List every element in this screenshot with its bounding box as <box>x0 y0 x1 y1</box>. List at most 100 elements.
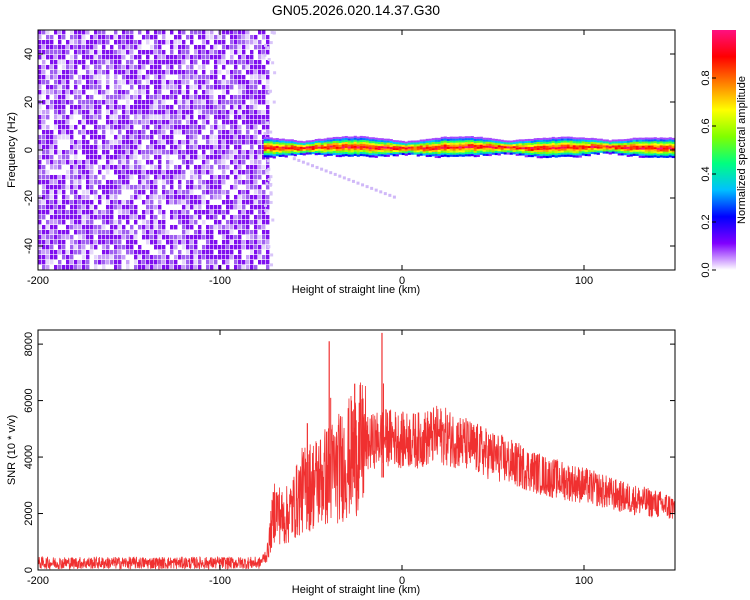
spectrogram-cell <box>518 141 522 144</box>
spectrogram-cell <box>368 143 372 146</box>
spectrogram-cell <box>170 195 174 200</box>
spectrogram-cell <box>551 152 555 156</box>
spectrogram-cell <box>54 220 58 225</box>
spectrogram-cell <box>246 60 250 65</box>
spectrogram-cell <box>134 190 138 195</box>
spectrogram-cell <box>371 139 375 142</box>
spectrogram-cell <box>242 30 246 35</box>
spectrogram-cell <box>234 130 238 135</box>
spectrogram-cell <box>246 120 250 125</box>
spectrogram-cell <box>162 55 166 60</box>
spectrogram-cell <box>74 165 78 170</box>
spectrogram-cell <box>46 135 50 140</box>
spectrogram-cell <box>488 139 492 143</box>
spectrogram-cell <box>82 225 86 230</box>
spectrogram-cell <box>46 95 50 100</box>
spectrogram-cell <box>584 147 588 151</box>
spectrogram-cell <box>126 245 130 250</box>
spectrogram-cell <box>186 195 190 200</box>
spectrogram-cell <box>110 145 114 150</box>
spectrogram-cell <box>635 137 639 140</box>
spectrogram-cell <box>46 205 50 210</box>
spectrogram-cell <box>374 149 378 152</box>
spectrogram-cell <box>194 45 198 50</box>
spectrogram-cell <box>62 100 66 105</box>
spectrogram-cell <box>641 137 645 140</box>
spectrogram-cell <box>186 130 190 135</box>
spectrogram-cell <box>194 30 198 35</box>
spectrogram-cell <box>214 45 218 50</box>
spectrogram-cell <box>122 170 126 175</box>
spectrogram-cell <box>503 144 507 147</box>
spectrogram-cell <box>186 215 190 220</box>
spectrogram-cell <box>182 125 186 130</box>
spectrogram-cell <box>74 240 78 245</box>
spectrogram-cell <box>170 245 174 250</box>
spectrogram-cell <box>551 148 555 152</box>
spectrogram-cell <box>653 149 657 152</box>
spectrogram-cell <box>542 153 546 156</box>
spectrogram-cell <box>86 265 90 270</box>
spectrogram-cell <box>202 155 206 160</box>
spectrogram-cell <box>94 110 98 115</box>
spectrogram-cell <box>246 210 250 215</box>
spectrogram-cell <box>130 45 134 50</box>
spectrogram-cell <box>347 140 351 143</box>
spectrogram-cell <box>566 136 570 139</box>
spectrogram-cell <box>146 70 150 75</box>
spectrogram-cell <box>246 115 250 120</box>
spectrogram-cell <box>70 75 74 80</box>
spectrogram-cell <box>545 153 549 157</box>
spectrogram-cell <box>50 135 54 140</box>
spectrogram-cell <box>182 155 186 160</box>
spectrogram-cell <box>178 195 182 200</box>
spectrogram-cell <box>50 260 54 265</box>
spectrogram-cell <box>238 170 242 175</box>
spectrogram-cell <box>74 90 78 95</box>
spectrogram-cell <box>86 115 90 120</box>
spectrogram-cell <box>500 145 504 148</box>
spectrogram-cell <box>106 195 110 200</box>
spectrogram-cell <box>98 255 102 260</box>
spectrogram-cell <box>50 100 54 105</box>
spectrogram-cell <box>46 105 50 110</box>
spectrogram-cell <box>581 153 585 156</box>
spectrogram-cell <box>106 35 110 40</box>
spectrogram-cell <box>106 80 110 85</box>
spectrogram-cell <box>194 60 198 65</box>
spectrogram-cell <box>380 142 384 145</box>
spectrogram-cell <box>479 150 483 153</box>
spectrogram-cell <box>262 115 266 120</box>
spectrogram-cell <box>178 40 182 45</box>
spectrogram-cell <box>198 265 202 270</box>
spectrogram-cell <box>326 151 330 154</box>
spectrogram-cell <box>238 145 242 150</box>
spectrogram-cell <box>365 148 369 151</box>
spectrogram-cell <box>54 235 58 240</box>
spectrogram-cell <box>110 250 114 255</box>
spectrogram-cell <box>359 139 363 143</box>
spectrogram-cell <box>50 210 54 215</box>
spectrogram-cell <box>578 139 582 142</box>
spectrogram-cell <box>413 144 417 147</box>
spectrogram-cell <box>158 125 162 130</box>
spectrogram-cell <box>70 210 74 215</box>
spectrogram-cell <box>665 155 669 158</box>
spectrogram-cell <box>210 225 214 230</box>
spectrogram-cell <box>126 205 130 210</box>
spectrogram-cell <box>158 155 162 160</box>
spectrogram-cell <box>356 140 360 143</box>
spectrogram-cell <box>42 45 46 50</box>
spectrogram-cell <box>122 125 126 130</box>
spectrogram-cell <box>134 45 138 50</box>
spectrogram-cell <box>494 138 498 142</box>
spectrogram-cell <box>353 143 357 146</box>
spectrogram-cell <box>82 170 86 175</box>
spectrogram-cell <box>593 150 597 153</box>
spectrogram-cell <box>106 145 110 150</box>
spectrogram-cell <box>226 145 230 150</box>
spectrogram-cell <box>102 255 106 260</box>
spectrogram-cell <box>150 205 154 210</box>
spectrogram-cell <box>238 180 242 185</box>
spectrogram-cell <box>272 138 276 141</box>
